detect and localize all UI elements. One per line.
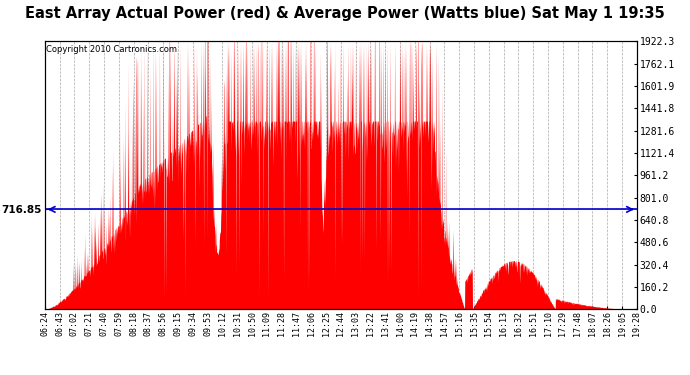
Text: Copyright 2010 Cartronics.com: Copyright 2010 Cartronics.com — [46, 45, 177, 54]
Text: East Array Actual Power (red) & Average Power (Watts blue) Sat May 1 19:35: East Array Actual Power (red) & Average … — [25, 6, 665, 21]
